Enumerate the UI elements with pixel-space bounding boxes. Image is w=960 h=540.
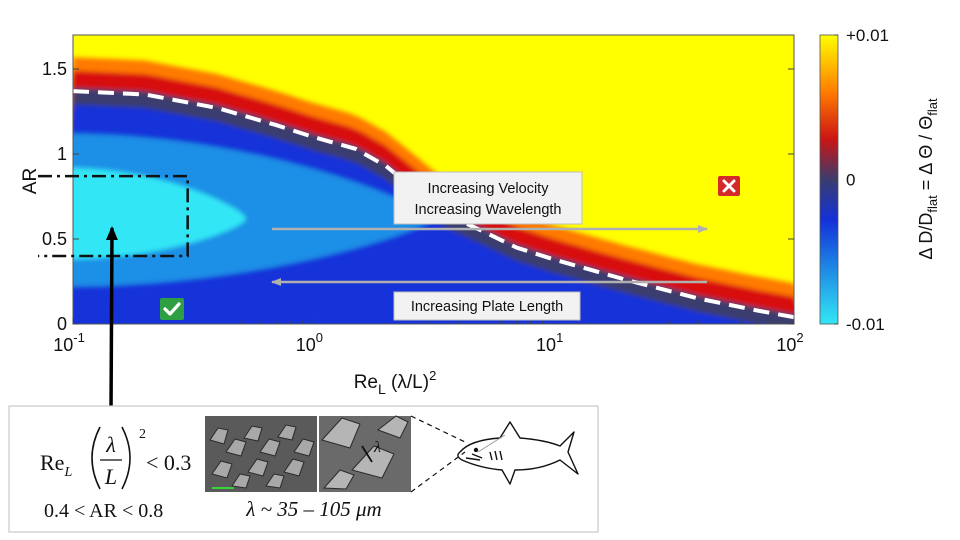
denticle-micrograph-wide <box>205 416 317 492</box>
x-tick-label: 102 <box>776 330 803 355</box>
denticle-micrograph-zoom: λ <box>319 415 411 492</box>
zoom-guide-bottom <box>410 451 466 493</box>
plate-length-label: Increasing Plate Length <box>411 299 563 315</box>
denticle-wavelength: λ ~ 35 – 105 μm <box>245 497 381 521</box>
x-tick-label: 100 <box>296 330 323 355</box>
velocity-label-line2: Increasing Wavelength <box>415 202 562 218</box>
x-tick-label: 10-1 <box>53 330 85 355</box>
re-symbol: ReL <box>40 450 72 480</box>
left-paren <box>91 426 101 490</box>
check-marker <box>160 298 184 320</box>
fraction-denominator: L <box>104 464 117 489</box>
plate-length-label-box <box>393 291 581 321</box>
y-tick-label: 1 <box>57 144 67 164</box>
plot-frame <box>72 34 795 325</box>
x-tick-label: 101 <box>536 330 563 355</box>
micrograph-lambda: λ <box>373 439 381 456</box>
y-tick-label: 0.5 <box>42 229 67 249</box>
exponent: 2 <box>139 427 146 442</box>
velocity-label-box <box>393 171 583 225</box>
y-tick-label: 0 <box>57 314 67 334</box>
shark-illustration <box>457 421 579 485</box>
cross-marker <box>718 176 740 196</box>
colorbar-tick-label: -0.01 <box>846 315 885 334</box>
callout-panel: ReL λ L 2 < 0.3 0.4 < AR < 0.8 <box>8 405 599 533</box>
fraction-numerator: λ <box>105 432 116 457</box>
colorbar-tick-label: 0 <box>846 171 855 190</box>
ar-condition: 0.4 < AR < 0.8 <box>44 500 163 522</box>
wavelength-marker-line <box>361 445 373 463</box>
colorbar-ticks: +0.01 0 -0.01 <box>834 26 889 334</box>
colorbar-tick-label: +0.01 <box>846 26 889 45</box>
zoom-guide-top <box>410 415 466 443</box>
y-tick-label: 1.5 <box>42 59 67 79</box>
velocity-label-line1: Increasing Velocity <box>428 181 550 197</box>
y-axis-label: AR <box>20 168 41 194</box>
re-condition: < 0.3 <box>146 450 191 475</box>
x-axis: 10-1 100 101 102 <box>53 318 804 355</box>
right-paren <box>121 426 131 490</box>
callout-pointer-arrow <box>105 226 118 413</box>
y-axis: 0 0.5 1 1.5 <box>42 59 794 334</box>
colorbar-label: Δ D/Dflat = Δ Θ / Θflat <box>916 98 940 260</box>
x-axis-label: ReL (λ/L)2 <box>354 368 437 397</box>
